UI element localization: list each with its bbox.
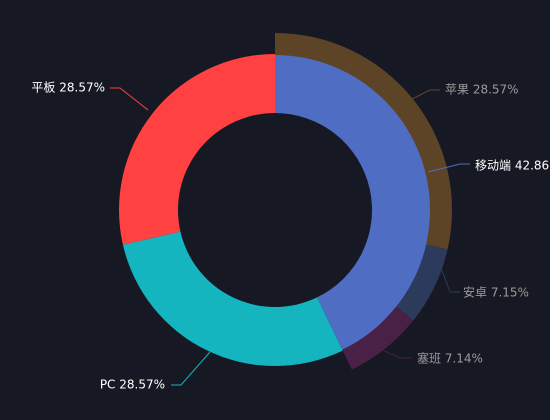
- inner-slice-2[interactable]: [118, 54, 275, 245]
- inner-slice-label-1: PC 28.57%: [100, 378, 165, 392]
- inner-slice-label-2: 平板 28.57%: [31, 81, 105, 95]
- outer-label-line-1: [439, 264, 460, 293]
- outer-slice-label-2: 塞班 7.14%: [417, 351, 483, 366]
- outer-slice-1[interactable]: [396, 244, 448, 321]
- inner-label-line-1: [171, 351, 211, 386]
- outer-slice-label-1: 安卓 7.15%: [463, 285, 529, 300]
- inner-slice-1[interactable]: [122, 231, 343, 366]
- label-lines: [110, 87, 470, 386]
- outer-ring: [275, 33, 452, 370]
- label-texts: 移动端 42.86 PC 28.57% 平板 28.57% 苹果 28.57% 安卓 7…: [31, 81, 549, 392]
- inner-slice-label-0: 移动端 42.86: [475, 159, 549, 173]
- outer-label-line-0: [409, 89, 440, 101]
- inner-ring: [118, 54, 432, 366]
- outer-label-line-2: [377, 347, 412, 359]
- outer-slice-0[interactable]: [275, 33, 452, 250]
- outer-slice-label-0: 苹果 28.57%: [445, 83, 519, 97]
- inner-label-line-0: [427, 163, 470, 173]
- inner-label-line-2: [110, 87, 149, 111]
- outer-slice-2[interactable]: [342, 306, 414, 370]
- inner-slice-0[interactable]: [275, 54, 432, 351]
